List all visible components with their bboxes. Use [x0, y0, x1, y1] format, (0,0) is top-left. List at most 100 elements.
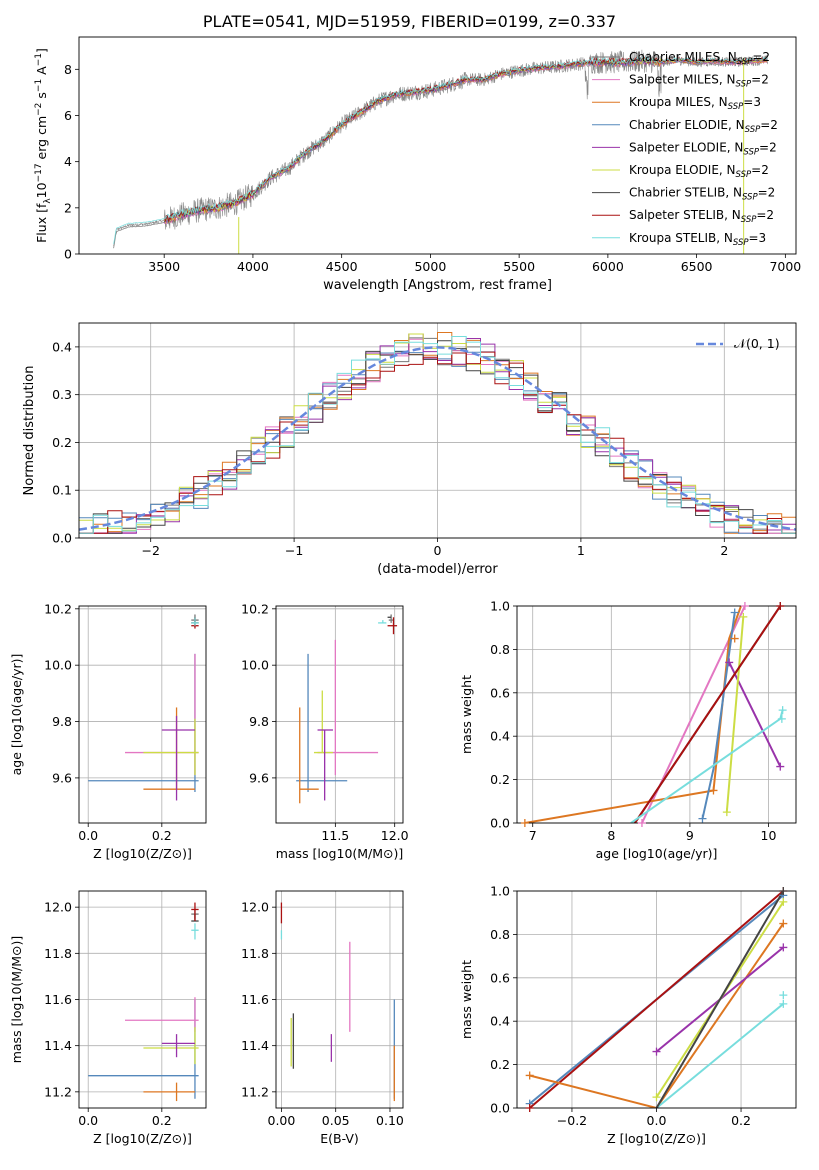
- marker-SaEL: [776, 762, 785, 771]
- y-tick-label: 0.4: [490, 729, 510, 744]
- y-tick-label: 0.4: [52, 339, 72, 354]
- x-axis-label: mass [log10(M/M⊙)]: [276, 846, 404, 861]
- y-tick-label: 11.4: [44, 1038, 72, 1053]
- x-tick-label: 0.2: [152, 1113, 172, 1128]
- x-axis-label: (data-model)/error: [377, 562, 498, 577]
- panel-age_vs_mass: 11.5 12.0 9.6 9.8 10.0 10.2 mass [log10(M/M⊙)]: [241, 601, 408, 861]
- plot-area: [113, 49, 768, 254]
- y-tick-label: 0.3: [52, 387, 72, 402]
- plot-area: [524, 606, 784, 823]
- y-tick-label: 0.8: [490, 642, 510, 657]
- y-tick-label: 11.6: [241, 992, 269, 1007]
- x-tick-label: 11.5: [321, 828, 349, 843]
- axes-frame: [78, 36, 797, 255]
- x-tick-label: 7000: [769, 259, 801, 274]
- legend-label: Kroupa ELODIE, NSSP=2: [629, 163, 769, 180]
- x-tick-label: 10: [761, 828, 777, 843]
- x-tick-label: 8: [607, 828, 615, 843]
- figure-title: PLATE=0541, MJD=51959, FIBERID=0199, z=0…: [202, 12, 617, 31]
- series-line-SaEL: [728, 661, 782, 768]
- y-tick-label: 0.2: [490, 1057, 510, 1072]
- marker-SaEL: [779, 943, 788, 952]
- y-axis-label: mass [log10(M/M⊙)]: [9, 936, 24, 1064]
- legend-label: Chabrier MILES, NSSP=2: [629, 50, 770, 67]
- axes-frame: [516, 890, 797, 1109]
- y-tick-label: 0.0: [490, 1101, 510, 1116]
- marker-KrEL: [739, 612, 748, 621]
- spectrum-data-line: [113, 49, 768, 246]
- marker-KrST: [778, 706, 787, 715]
- y-tick-label: 12.0: [241, 900, 269, 915]
- x-tick-label: 0.0: [647, 1113, 667, 1128]
- x-tick-label: 9: [686, 828, 694, 843]
- axes-frame: [78, 890, 207, 1109]
- y-tick-label: 10.2: [241, 601, 269, 616]
- panel-mass_weight_vs_z: −0.2 0.0 0.2 0.0 0.2 0.4 0.6 0.8 1.0 Z [log10(Z/Z…: [459, 884, 797, 1146]
- x-tick-label: 0.0: [78, 828, 98, 843]
- marker-SaMI: [740, 602, 749, 610]
- y-axis-label: Flux [fλ10−17 erg cm−2 s−1 A−1]: [34, 48, 53, 243]
- model-line-KrST: [113, 55, 768, 245]
- plot-area: [88, 902, 199, 1102]
- axes-frame: [275, 890, 404, 1109]
- plot-area: [280, 902, 395, 1102]
- legend: Chabrier MILES, NSSP=2 Salpeter MILES, NS…: [592, 50, 778, 248]
- legend-label: 𝒩(0, 1): [734, 336, 780, 351]
- marker-ChEL: [730, 608, 739, 617]
- marker-KrST: [777, 714, 786, 723]
- plot-area: [88, 614, 199, 801]
- plot-area: [79, 332, 796, 534]
- y-tick-label: 10.0: [44, 658, 72, 673]
- y-tick-label: 0.6: [490, 685, 510, 700]
- y-tick-label: 0: [64, 247, 72, 262]
- marker-SaEL: [652, 1047, 661, 1056]
- x-tick-label: 12.0: [381, 828, 409, 843]
- y-tick-label: 1.0: [490, 884, 510, 899]
- y-tick-label: 10.0: [241, 658, 269, 673]
- y-tick-label: 0.6: [490, 970, 510, 985]
- marker-KrMI: [709, 786, 718, 795]
- series-line-SaST: [634, 606, 782, 823]
- y-tick-label: 0.2: [52, 435, 72, 450]
- panel-age_vs_z: 0.0 0.2 9.6 9.8 10.0 10.2 Z [log10(Z/Z⊙)] age […: [9, 601, 207, 861]
- marker-KrST: [779, 991, 788, 1000]
- legend-label: Salpeter ELODIE, NSSP=2: [629, 140, 777, 157]
- x-tick-label: 0.00: [268, 1113, 296, 1128]
- marker-SaST: [776, 602, 785, 610]
- x-tick-label: 4000: [237, 259, 269, 274]
- y-tick-label: 8: [64, 62, 72, 77]
- panel-spectrum: 3500 4000 4500 5000 5500 6000 6500 7000 0 2 4 6 8 wav…: [34, 36, 801, 293]
- axes-frame: [516, 605, 797, 824]
- legend-label: Chabrier ELODIE, NSSP=2: [629, 118, 778, 135]
- y-tick-label: 4: [64, 154, 72, 169]
- y-tick-label: 9.6: [249, 770, 269, 785]
- y-tick-label: 0.2: [490, 772, 510, 787]
- x-tick-label: 0.2: [152, 828, 172, 843]
- marker-KrMI: [525, 1071, 534, 1080]
- x-tick-label: 4500: [326, 259, 358, 274]
- marker-KrMI: [779, 919, 788, 928]
- series-line-ChEL: [701, 612, 736, 819]
- panel-mass_vs_ebv: 0.00 0.05 0.10 11.2 11.4 11.6 11.8 12.0 E(B-V): [241, 890, 404, 1146]
- marker-KrEL: [779, 897, 788, 906]
- panel-residuals: −2 −1 0 1 2 0.0 0.1 0.2 0.3 0.4 (data-model)/error…: [22, 322, 797, 577]
- x-axis-label: age [log10(age/yr)]: [596, 846, 718, 861]
- x-tick-label: 1: [577, 543, 585, 558]
- y-tick-label: 12.0: [44, 900, 72, 915]
- y-tick-label: 9.8: [52, 714, 72, 729]
- y-axis-label: Normed distribution: [22, 366, 37, 496]
- x-tick-label: −2: [141, 543, 159, 558]
- series-line-KrST: [655, 1003, 784, 1108]
- axes-frame: [78, 605, 207, 824]
- plot-area: [296, 614, 398, 804]
- axes-frame: [275, 605, 404, 824]
- y-tick-label: 11.2: [241, 1084, 269, 1099]
- x-tick-label: 0: [434, 543, 442, 558]
- marker-SaST: [525, 1104, 534, 1112]
- y-tick-label: 11.4: [241, 1038, 269, 1053]
- y-tick-label: 0.0: [52, 531, 72, 546]
- x-axis-label: Z [log10(Z/Z⊙)]: [607, 1131, 706, 1146]
- series-line-SaST: [529, 891, 784, 1108]
- y-tick-label: 1.0: [490, 599, 510, 614]
